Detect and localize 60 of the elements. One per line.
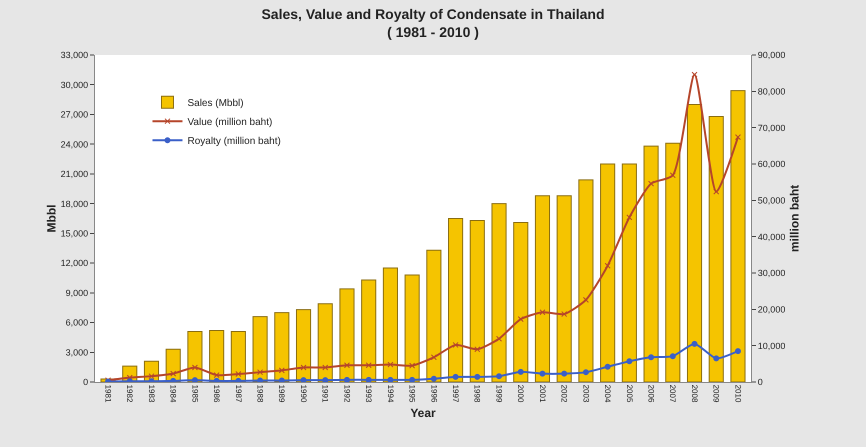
x-tick-label: 1986 [212,384,222,403]
y2-axis-title: million baht [787,184,802,252]
y-tick-label: 27,000 [60,110,88,120]
y2-tick-label: 20,000 [758,304,786,314]
x-tick-label: 1989 [277,384,286,403]
y-tick-label: 21,000 [60,169,88,180]
x-tick-label: 1998 [472,384,482,403]
x-tick-label: 1992 [342,384,352,403]
legend-label: Royalty (million baht) [187,136,281,148]
x-tick-label: 2006 [646,384,656,403]
y-tick-label: 33,000 [60,50,88,60]
y-tick-label: 15,000 [60,228,88,239]
y-tick-label: 30,000 [60,80,88,90]
x-tick-label: 1995 [408,384,417,403]
x-tick-label: 2008 [690,384,699,403]
x-tick-label: 1993 [364,384,374,403]
y-tick-label: 9,000 [66,288,88,298]
y-tick-label: 12,000 [60,258,88,268]
x-tick-label: 1987 [234,384,243,403]
x-tick-label: 1985 [190,384,200,403]
x-tick-label: 2007 [668,384,678,403]
y-tick-label: 0 [83,377,88,388]
x-tick-label: 1988 [255,384,264,403]
x-tick-label: 1999 [494,384,504,403]
y-axis-title: Mbbl [44,204,59,232]
x-tick-label: 2001 [538,384,547,403]
y2-tick-label: 40,000 [758,232,786,242]
chart-subtitle: ( 1981 - 2010 ) [387,24,479,40]
y2-tick-label: 0 [758,377,763,388]
x-tick-label: 2005 [624,384,634,403]
x-tick-label: 2002 [560,384,569,403]
y-tick-label: 6,000 [66,318,88,328]
x-tick-label: 2009 [712,384,721,403]
x-tick-label: 1990 [298,384,308,403]
x-tick-label: 1984 [168,384,178,403]
x-tick-label: 2010 [733,384,742,403]
x-tick-label: 1996 [429,384,438,403]
y-tick-label: 24,000 [60,139,88,150]
x-tick-label: 2003 [581,384,590,403]
y2-tick-label: 30,000 [758,268,786,278]
y2-tick-label: 60,000 [758,159,786,170]
legend-label: Sales (Mbbl) [187,98,244,110]
y2-tick-label: 70,000 [758,122,786,133]
x-tick-label: 1982 [125,384,134,403]
y-tick-label: 3,000 [66,347,88,358]
x-tick-label: 1981 [103,384,112,403]
y2-tick-label: 10,000 [758,340,786,351]
y2-tick-label: 50,000 [758,195,786,206]
x-tick-label: 1983 [146,384,156,403]
x-axis-title: Year [410,406,436,420]
y-tick-label: 18,000 [60,198,88,209]
x-tick-label: 1994 [386,384,395,403]
x-tick-label: 2000 [516,384,526,403]
x-tick-label: 1997 [450,384,460,403]
legend-label: Value (million baht) [187,117,272,128]
x-tick-label: 2004 [603,384,612,403]
y2-tick-label: 80,000 [758,86,786,96]
x-tick-label: 1991 [320,384,330,403]
y2-tick-label: 90,000 [758,50,786,60]
chart-title: Sales, Value and Royalty of Condensate in Thailand [261,6,605,22]
